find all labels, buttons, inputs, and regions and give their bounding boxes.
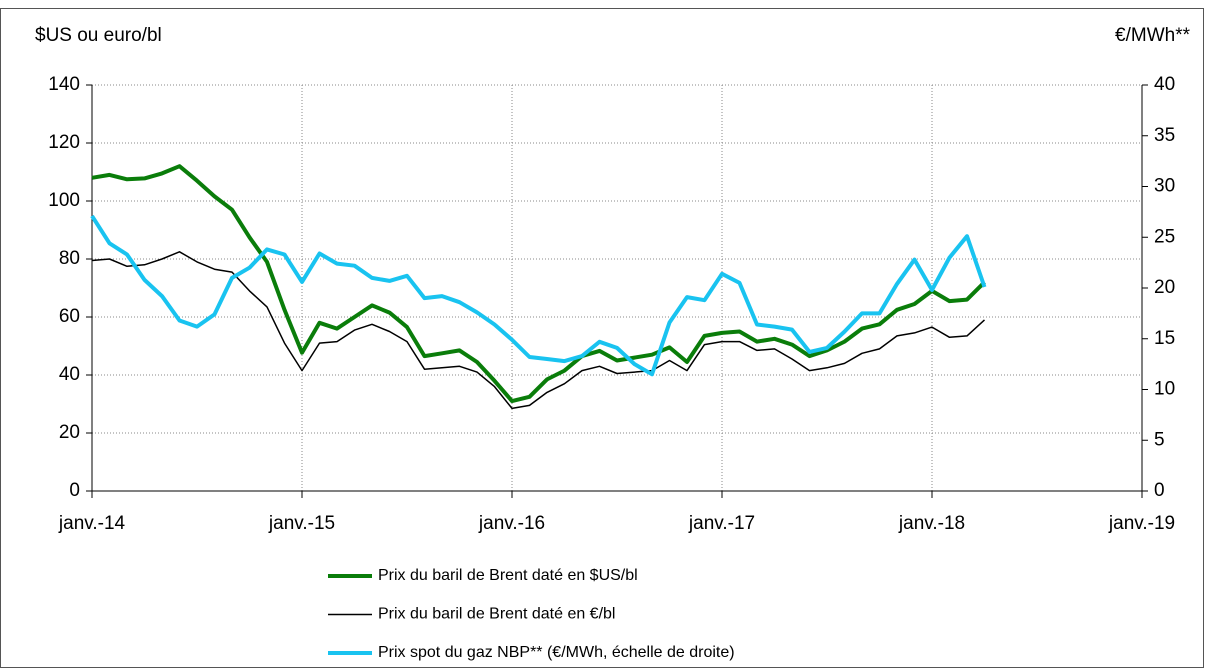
legend-label: Prix du baril de Brent daté en $US/bl <box>378 567 638 584</box>
x-tick-label: janv.-15 <box>268 513 335 534</box>
y-tick-label: 140 <box>48 74 80 95</box>
x-tick-label: janv.-17 <box>688 513 755 534</box>
legend-label: Prix du baril de Brent daté en €/bl <box>378 606 615 623</box>
series-line <box>91 251 986 410</box>
x-tick-label: janv.-14 <box>58 513 126 534</box>
y-axis-label: $US ou euro/bl <box>35 25 162 46</box>
y-tick-label: 0 <box>69 480 80 501</box>
y-tick-label: 80 <box>59 248 80 269</box>
x-tick-label: janv.-18 <box>898 513 965 534</box>
y2-tick-label: 35 <box>1154 125 1175 146</box>
y-tick-label: 40 <box>59 364 80 385</box>
series-line <box>90 214 987 377</box>
legend-label: Prix spot du gaz NBP** (€/MWh, échelle d… <box>378 644 735 661</box>
y2-tick-label: 5 <box>1154 429 1165 450</box>
y2-axis-label: €/MWh** <box>1115 25 1191 46</box>
legend: Prix du baril de Brent daté en $US/bl Pri… <box>328 567 735 661</box>
x-tick-label: janv.-19 <box>1108 513 1175 534</box>
y2-tick-label: 30 <box>1154 176 1175 197</box>
y2-tick-label: 25 <box>1154 226 1175 247</box>
y-tick-label: 120 <box>48 132 80 153</box>
y-tick-label: 100 <box>48 190 80 211</box>
series-line <box>91 164 986 404</box>
y-tick-label: 20 <box>59 422 80 443</box>
y2-tick-label: 15 <box>1154 328 1175 349</box>
y2-tick-label: 0 <box>1154 480 1165 501</box>
x-tick-label: janv.-16 <box>478 513 545 534</box>
y2-tick-label: 10 <box>1154 379 1175 400</box>
y2-tick-label: 20 <box>1154 277 1175 298</box>
y-tick-label: 60 <box>59 306 80 327</box>
y2-tick-label: 40 <box>1154 74 1175 95</box>
